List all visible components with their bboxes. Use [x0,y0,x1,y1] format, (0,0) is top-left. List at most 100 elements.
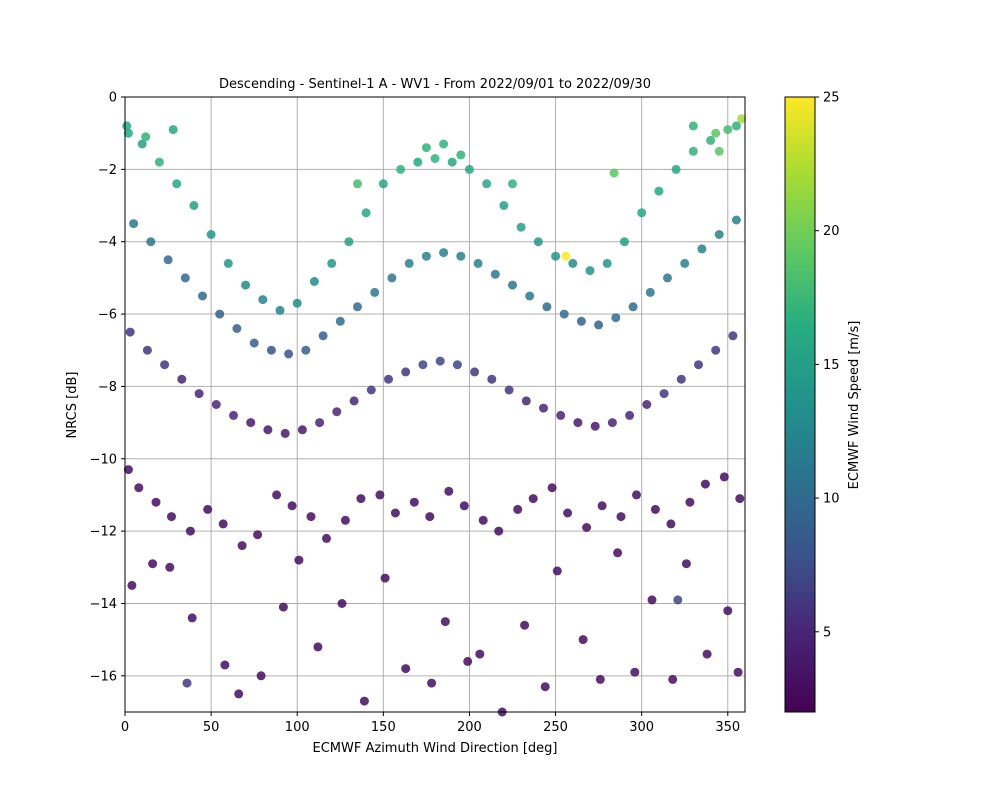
scatter-point [700,479,710,489]
scatter-point [714,230,724,239]
scatter-point [735,494,745,504]
scatter-point [356,494,366,504]
scatter-point [241,280,251,290]
scatter-point [525,291,535,301]
scatter-point [337,599,347,608]
y-axis-label: NRCS [dB] [65,372,80,439]
scatter-point [628,302,638,312]
scatter-point [547,483,557,493]
scatter-point [585,266,595,276]
scatter-point [521,396,531,406]
scatter-point [370,287,380,297]
scatter-point [340,515,350,525]
scatter-point [694,360,703,370]
scatter-point [194,389,204,399]
scatter-point [582,523,592,532]
scatter-point [253,530,263,540]
scatter-point [504,385,514,395]
scatter-point [711,128,721,138]
scatter-point [528,494,538,504]
scatter-point [211,400,221,409]
scatter-point [737,114,747,124]
colorbar: 5 10 15 20 25 ECMWF Wind Speed [m/s] [784,91,862,713]
scatter-point [719,472,729,482]
scatter-point [203,504,213,514]
scatter-point [508,179,517,189]
scatter-point [520,620,530,630]
scatter-point [731,121,741,131]
scatter-point [632,490,641,500]
plot-area [122,96,747,717]
scatter-point [597,501,607,511]
scatter-point [473,258,483,268]
scatter-point [154,157,164,167]
scatter-point [237,541,247,551]
scatter-point [680,258,690,268]
scatter-point [609,168,619,178]
scatter-point [266,345,276,355]
scatter-point [409,497,419,507]
scatter-point [733,667,743,677]
chart-title: Descending - Sentinel-1 A - WV1 - From 2… [219,77,651,92]
scatter-point [275,305,285,315]
scatter-point [688,121,698,131]
scatter-point [637,208,647,218]
plot-frame [124,96,746,713]
scatter-point [344,237,354,247]
scatter-point [280,428,290,438]
scatter-point [663,273,672,283]
scatter-point [499,201,509,210]
scatter-point [401,664,411,674]
scatter-point [642,400,652,409]
scatter-point [366,385,376,395]
scatter-point [595,674,605,684]
colorbar-label: ECMWF Wind Speed [m/s] [847,321,862,490]
scatter-point [318,331,328,341]
colorbar-gradient [784,96,816,713]
scatter-point [439,248,449,258]
scatter-point [470,367,480,377]
y-tick-label: 0 [109,91,117,106]
scatter-point [425,512,435,522]
scatter-point [327,258,337,268]
scatter-point [728,331,738,341]
scatter-point [421,251,431,261]
scatter-point [427,678,437,688]
x-tick-label: 200 [457,720,482,735]
scatter-point [563,508,573,518]
scatter-point [206,230,216,239]
x-tick-label: 350 [715,720,740,735]
scatter-point [539,403,548,413]
scatter-point [494,526,504,536]
scatter-point [322,533,331,543]
scatter-point [232,324,242,333]
scatter-point [301,345,311,355]
scatter-point [258,295,268,305]
scatter-point [185,526,195,536]
scatter-point [659,389,669,399]
colorbar-tick-label: 15 [823,358,840,373]
scatter-point [647,595,657,605]
scatter-point [163,255,173,265]
y-tick-label: −10 [90,452,117,467]
scatter-points [122,114,747,717]
scatter-point [127,580,137,590]
scatter-point [723,606,733,616]
scatter-point [552,566,562,576]
scatter-point [332,407,342,417]
scatter-point [292,298,302,308]
scatter-point [459,501,469,511]
scatter-point [168,125,178,135]
scatter-point [464,164,474,174]
scatter-point [681,559,691,569]
scatter-point [440,617,450,627]
scatter-point [688,146,698,156]
scatter-point [475,649,485,659]
scatter-point [180,273,190,283]
scatter-point [284,349,294,359]
y-tick-label: −12 [90,525,117,540]
scatter-point [229,410,238,420]
scatter-point [668,674,678,684]
scatter-point [607,418,617,428]
